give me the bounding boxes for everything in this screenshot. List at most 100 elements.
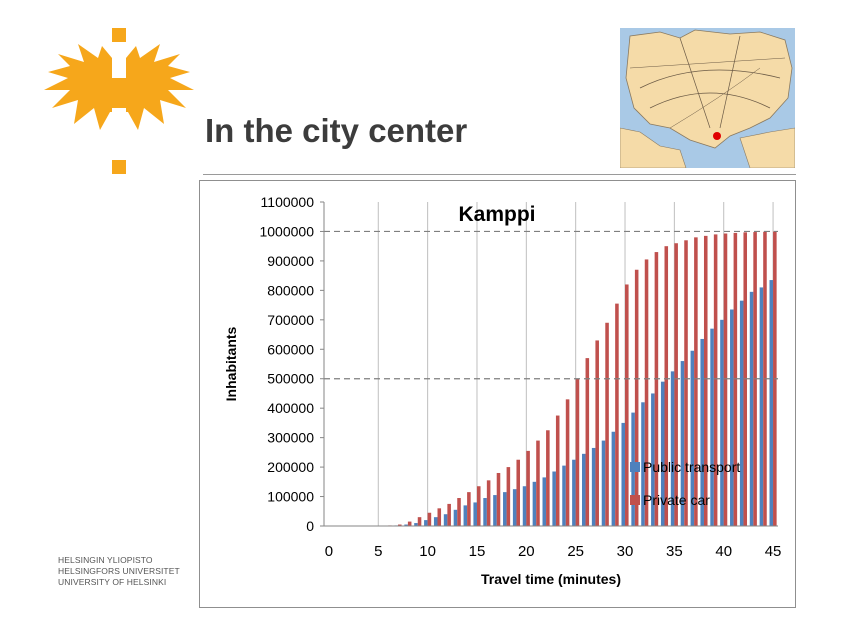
bar-public-transport	[522, 486, 527, 526]
bar-private-car	[694, 237, 698, 526]
bar-private-car	[595, 340, 599, 526]
bar-public-transport	[641, 402, 645, 526]
bar-private-car	[684, 240, 688, 527]
university-name-line: HELSINGIN YLIOPISTO	[58, 555, 153, 565]
bar-private-car	[437, 508, 442, 526]
bar-private-car	[713, 234, 718, 526]
university-name: HELSINGIN YLIOPISTO HELSINGFORS UNIVERSI…	[58, 555, 180, 588]
legend-swatch	[630, 462, 640, 472]
bar-public-transport	[621, 422, 626, 526]
bar-private-car	[565, 399, 570, 526]
bar-public-transport	[769, 280, 774, 526]
bar-public-transport	[424, 520, 428, 526]
bar-public-transport	[443, 514, 448, 526]
bar-public-transport	[670, 371, 675, 526]
x-axis-label: Travel time (minutes)	[481, 571, 621, 587]
bar-private-car	[674, 243, 678, 526]
bar-public-transport	[404, 524, 408, 526]
title-divider	[203, 174, 796, 175]
bar-public-transport	[493, 495, 497, 526]
bar-public-transport	[473, 502, 477, 526]
bar-private-car	[417, 517, 422, 526]
bar-private-car	[516, 459, 521, 526]
bar-public-transport	[453, 509, 458, 526]
bar-public-transport	[591, 447, 596, 526]
y-tick-label: 300000	[267, 430, 314, 446]
y-tick-label: 500000	[267, 371, 314, 387]
chart-frame: 0 100000 200000 300000 400000 500000 600000 700…	[199, 180, 796, 608]
bar-private-car	[457, 498, 461, 526]
university-logo-icon	[44, 28, 194, 174]
bar-public-transport	[730, 309, 734, 526]
bar-public-transport	[710, 328, 714, 526]
y-tick-label: 200000	[267, 459, 314, 475]
bar-public-transport	[433, 517, 438, 526]
y-tick-label: 800000	[267, 282, 314, 298]
bar-private-car	[615, 303, 619, 526]
y-tick-label: 700000	[267, 312, 314, 328]
bar-public-transport	[690, 350, 695, 526]
x-tick-label: 45	[765, 543, 782, 560]
bar-private-car	[526, 450, 530, 526]
bar-public-transport	[503, 492, 507, 526]
bar-public-transport	[680, 361, 685, 526]
x-tick-label: 25	[567, 543, 584, 560]
bar-private-car	[625, 284, 629, 526]
bar-public-transport	[660, 381, 665, 526]
bar-public-transport	[611, 431, 616, 526]
bar-private-car	[703, 235, 708, 526]
bar-private-car	[486, 480, 491, 526]
bar-private-car	[427, 512, 432, 526]
university-name-line: HELSINGFORS UNIVERSITET	[58, 566, 180, 576]
bar-private-car	[407, 521, 412, 526]
bar-public-transport	[759, 287, 764, 526]
bar-public-transport	[532, 481, 537, 526]
bar-private-car	[605, 322, 609, 526]
x-tick-label: 10	[419, 543, 436, 560]
bar-public-transport	[512, 489, 517, 526]
y-tick-label: 0	[306, 518, 314, 534]
y-axis-label: Inhabitants	[223, 326, 239, 401]
bar-public-transport	[463, 505, 468, 526]
location-marker-icon	[713, 132, 721, 140]
bar-private-car	[506, 467, 511, 526]
bar-public-transport	[414, 523, 418, 526]
bar-private-car	[644, 259, 649, 526]
bar-private-car	[723, 233, 728, 526]
bar-private-car	[733, 232, 738, 526]
legend-label: Public transport	[643, 459, 740, 475]
bar-public-transport	[542, 477, 547, 526]
bar-public-transport	[483, 498, 487, 526]
slide-title: In the city center	[205, 112, 468, 149]
x-tick-label: 5	[374, 543, 382, 560]
bar-private-car	[536, 440, 540, 526]
bar-private-car	[664, 246, 669, 526]
y-tick-label: 100000	[267, 489, 314, 505]
legend-swatch	[630, 495, 640, 505]
city-map-image	[620, 28, 795, 168]
legend-label: Private car	[643, 492, 710, 508]
y-tick-label: 400000	[267, 400, 314, 416]
x-tick-label: 20	[518, 543, 535, 560]
bar-public-transport	[739, 300, 744, 526]
bar-private-car	[654, 252, 659, 526]
x-tick-label: 35	[666, 543, 683, 560]
university-name-line: UNIVERSITY OF HELSINKI	[58, 577, 167, 587]
bar-public-transport	[601, 440, 606, 526]
bar-private-car	[476, 486, 481, 526]
bar-private-car	[467, 492, 471, 526]
bar-private-car	[496, 472, 501, 526]
y-tick-label: 900000	[267, 253, 314, 269]
bar-public-transport	[700, 338, 704, 526]
bar-public-transport	[651, 393, 655, 526]
x-tick-label: 15	[469, 543, 486, 560]
bar-public-transport	[572, 459, 576, 526]
bar-private-car	[546, 430, 550, 526]
bar-private-car	[585, 358, 590, 526]
bar-private-car	[575, 378, 580, 526]
bar-private-car	[398, 524, 402, 526]
bar-chart: 0 100000 200000 300000 400000 500000 600000 700…	[223, 194, 782, 587]
bar-public-transport	[581, 453, 586, 526]
bar-public-transport	[552, 471, 556, 526]
y-tick-label: 1000000	[259, 223, 314, 239]
